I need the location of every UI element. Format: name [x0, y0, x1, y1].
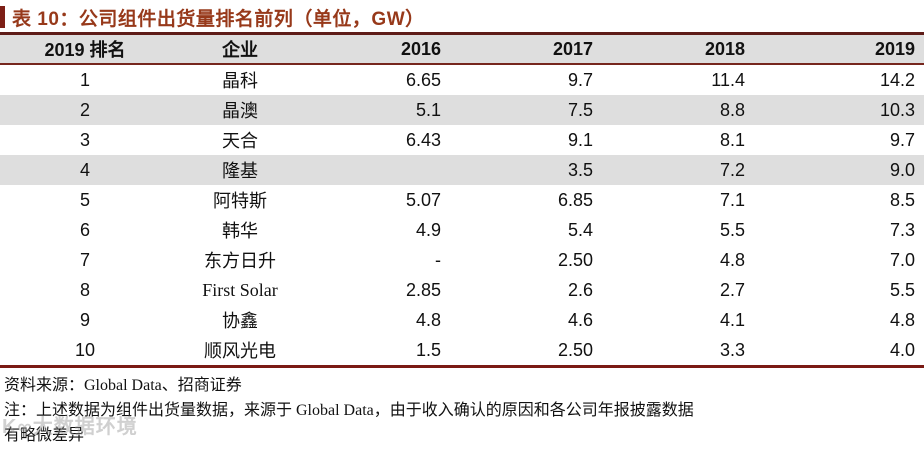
value-cell	[310, 155, 450, 185]
source-note: 资料来源：Global Data、招商证券	[4, 377, 242, 394]
note-line-2: 有略微差异	[4, 427, 85, 444]
value-cell: 10.3	[879, 99, 915, 120]
company-cell: 天合	[222, 131, 258, 151]
value-cell: 9.0	[889, 159, 915, 180]
value-cell: 9.1	[567, 129, 593, 150]
value-cell: 8.1	[719, 129, 745, 150]
value-cell: 2.7	[719, 279, 745, 300]
company-cell: 隆基	[222, 161, 258, 181]
value-cell: 7.1	[719, 189, 745, 210]
table-row: 7 东方日升 - 2.50 4.8 7.0	[0, 245, 924, 275]
header-rank: 2019 排名	[44, 40, 126, 60]
value-cell: 5.5	[719, 219, 745, 240]
value-cell: 14.2	[879, 69, 915, 90]
company-cell: 协鑫	[222, 311, 258, 331]
value-cell: 2.50	[557, 249, 593, 270]
value-cell: 2.50	[557, 339, 593, 360]
value-cell: 4.6	[567, 309, 593, 330]
company-cell: First Solar	[202, 279, 278, 300]
table-row: 1 晶科 6.65 9.7 11.4 14.2	[0, 64, 924, 95]
company-cell: 韩华	[222, 221, 258, 241]
table-row: 2 晶澳 5.1 7.5 8.8 10.3	[0, 95, 924, 125]
value-cell: 6.43	[405, 129, 441, 150]
value-cell: 4.0	[889, 339, 915, 360]
rank-cell: 7	[79, 249, 90, 270]
value-cell: 2.6	[567, 279, 593, 300]
rank-cell: 2	[79, 99, 90, 120]
table-row: 3 天合 6.43 9.1 8.1 9.7	[0, 125, 924, 155]
value-cell: 4.9	[415, 219, 441, 240]
rank-cell: 6	[79, 219, 90, 240]
value-cell: 8.8	[719, 99, 745, 120]
rank-cell: 9	[79, 309, 90, 330]
table-body: 1 晶科 6.65 9.7 11.4 14.2 2 晶澳 5.1 7.5 8.8 10.3 3 天合 6.4…	[0, 64, 924, 367]
value-cell: 7.2	[719, 159, 745, 180]
value-cell: 4.8	[889, 309, 915, 330]
note-line-1: 注：上述数据为组件出货量数据，来源于 Global Data，由于收入确认的原因…	[4, 402, 694, 419]
value-cell: 3.3	[719, 339, 745, 360]
header-row: 2019 排名 企业 2016 2017 2018 2019	[0, 33, 924, 64]
company-cell: 东方日升	[204, 251, 276, 271]
rank-cell: 4	[79, 159, 90, 180]
value-cell: 7.3	[889, 219, 915, 240]
value-cell: 5.1	[415, 99, 441, 120]
value-cell: 5.4	[567, 219, 593, 240]
value-cell: 9.7	[567, 69, 593, 90]
value-cell: 8.5	[889, 189, 915, 210]
value-cell: 4.8	[719, 249, 745, 270]
company-cell: 晶科	[222, 71, 258, 91]
value-cell: 1.5	[415, 339, 441, 360]
value-cell: 7.0	[889, 249, 915, 270]
table-row: 9 协鑫 4.8 4.6 4.1 4.8	[0, 305, 924, 335]
value-cell: -	[435, 249, 441, 270]
rank-cell: 1	[79, 69, 90, 90]
table-row: 6 韩华 4.9 5.4 5.5 7.3	[0, 215, 924, 245]
value-cell: 4.8	[415, 309, 441, 330]
value-cell: 2.85	[405, 279, 441, 300]
shipments-table: 2019 排名 企业 2016 2017 2018 2019 1 晶科 6.65 9.…	[0, 32, 924, 368]
value-cell: 4.1	[719, 309, 745, 330]
header-2017: 2017	[552, 38, 593, 59]
value-cell: 5.07	[405, 189, 441, 210]
company-cell: 晶澳	[222, 101, 258, 121]
table-footer: 资料来源：Global Data、招商证券 注：上述数据为组件出货量数据，来源于…	[0, 373, 924, 448]
value-cell: 6.85	[557, 189, 593, 210]
rank-cell: 5	[79, 189, 90, 210]
header-2016: 2016	[400, 38, 441, 59]
rank-cell: 8	[79, 279, 90, 300]
value-cell: 11.4	[711, 69, 745, 90]
table-row: 5 阿特斯 5.07 6.85 7.1 8.5	[0, 185, 924, 215]
rank-cell: 3	[79, 129, 90, 150]
title-accent-bar	[0, 6, 5, 28]
value-cell: 7.5	[567, 99, 593, 120]
table-header: 2019 排名 企业 2016 2017 2018 2019	[0, 33, 924, 64]
rank-cell: 10	[74, 339, 96, 360]
value-cell: 9.7	[889, 129, 915, 150]
value-cell: 3.5	[567, 159, 593, 180]
company-cell: 阿特斯	[213, 191, 267, 211]
table-row: 8 First Solar 2.85 2.6 2.7 5.5	[0, 275, 924, 305]
company-cell: 顺风光电	[204, 341, 276, 361]
table-row: 4 隆基 3.5 7.2 9.0	[0, 155, 924, 185]
value-cell: 6.65	[405, 69, 441, 90]
table-row: 10 顺风光电 1.5 2.50 3.3 4.0	[0, 335, 924, 367]
table-title: 表 10：公司组件出货量排名前列（单位，GW）	[12, 8, 425, 30]
header-2018: 2018	[704, 38, 745, 59]
header-company: 企业	[222, 40, 258, 60]
value-cell: 5.5	[889, 279, 915, 300]
header-2019: 2019	[874, 38, 915, 59]
table-title-row: 表 10：公司组件出货量排名前列（单位，GW）	[0, 2, 924, 32]
